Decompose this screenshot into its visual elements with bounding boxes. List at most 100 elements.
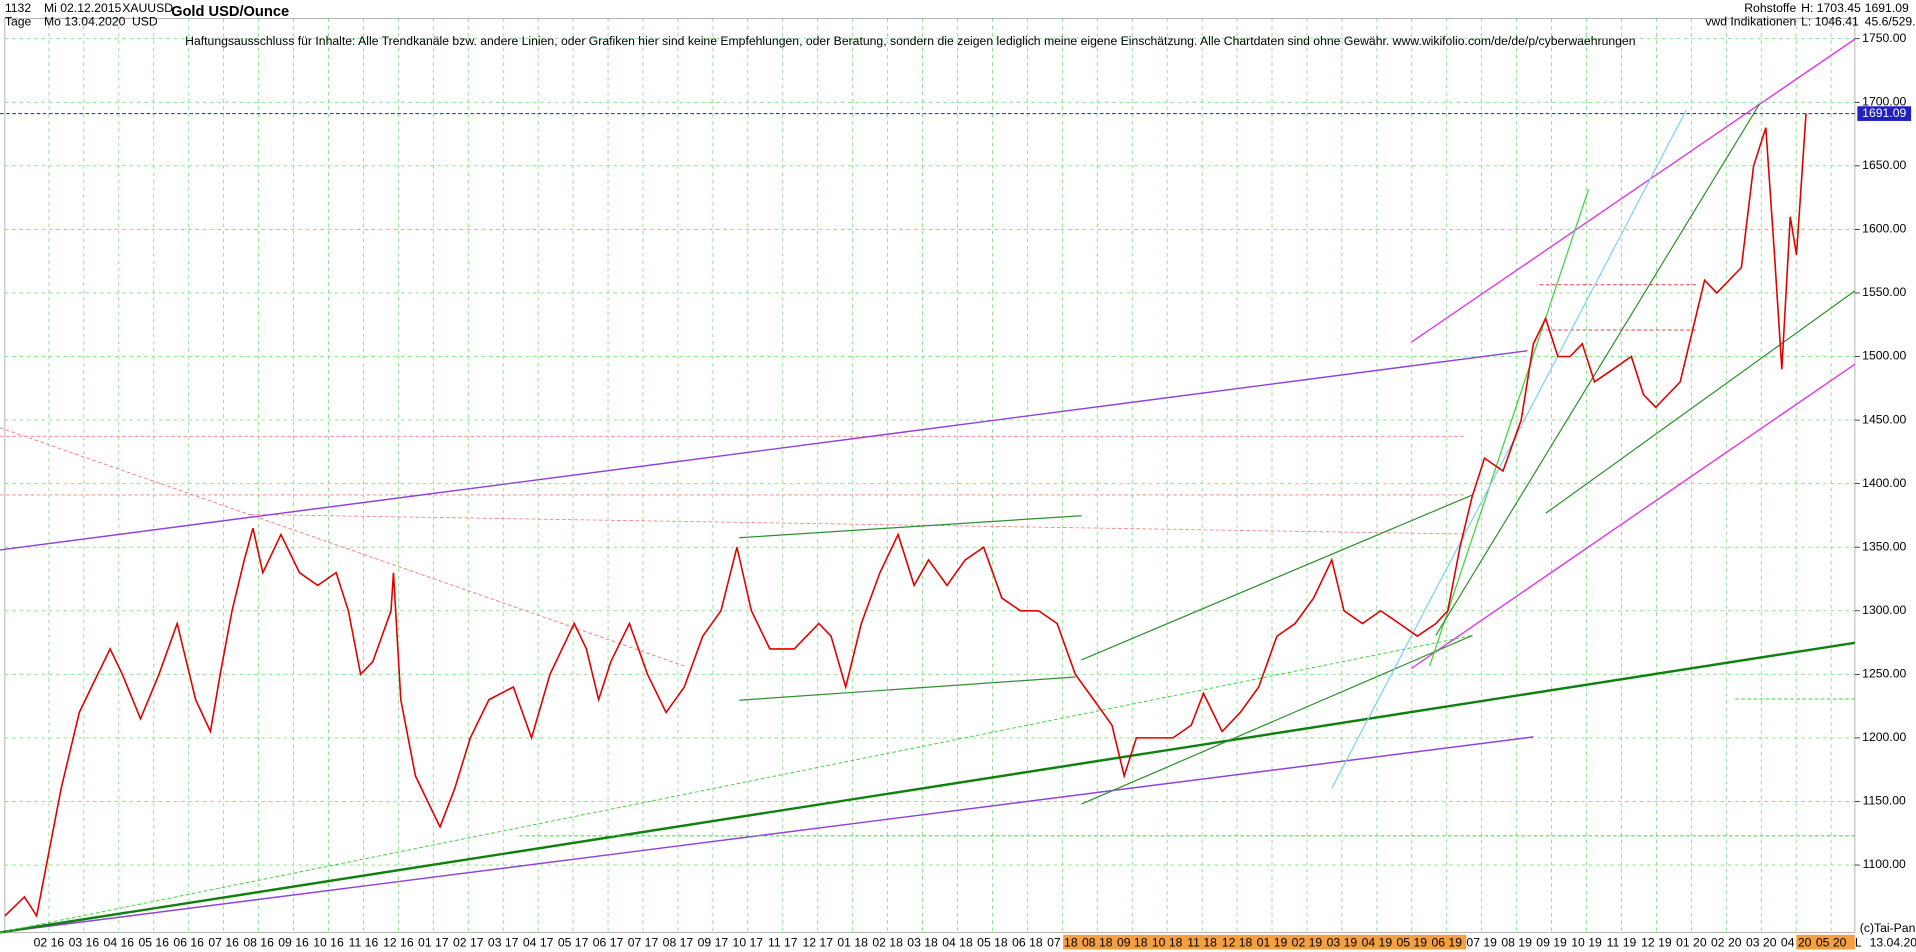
x-tick-label: 07 16 <box>208 936 239 950</box>
x-tick-label: 02 18 <box>872 936 903 950</box>
trendline <box>0 427 685 667</box>
x-tick-label: 05 19 <box>1397 936 1428 950</box>
trendline <box>739 515 1082 539</box>
x-tick-label: 06 17 <box>593 936 624 950</box>
x-tick-label: 05 18 <box>977 936 1008 950</box>
last-price-box <box>1857 106 1912 121</box>
x-tick-label: 12 19 <box>1641 936 1672 950</box>
x-tick-label: 04 16 <box>104 936 135 950</box>
y-tick-label: 1400.00 <box>1862 476 1906 490</box>
end-date: Mo 13.04.2020 <box>44 14 126 28</box>
y-tick-label: 1750.00 <box>1862 31 1906 45</box>
x-tick-label: 09 18 <box>1117 936 1148 950</box>
x-tick-label: 08 17 <box>663 936 694 950</box>
grid: 1100.00 1150.00 1200.00 1250.00 1300.00 1350.… <box>4 18 1906 950</box>
x-tick-label: 12 16 <box>383 936 414 950</box>
x-tick-label: 09 19 <box>1536 936 1567 950</box>
x-tick-label: 10 19 <box>1571 936 1602 950</box>
last-price-label: 1691.09 <box>1862 106 1906 120</box>
x-tick-label: 05 17 <box>558 936 589 950</box>
trendline <box>0 350 1528 551</box>
x-tick-label: 02 20 <box>1711 936 1742 950</box>
last-price: 1691.09 <box>1865 1 1909 15</box>
x-tick-label: 11 16 <box>349 936 379 950</box>
x-tick-label: 09 17 <box>698 936 729 950</box>
x-tick-label: 10 17 <box>733 936 764 950</box>
group: Rohstoffe <box>1744 1 1796 15</box>
y-tick-label: 1300.00 <box>1862 603 1906 617</box>
y-tick-label: 1500.00 <box>1862 349 1906 363</box>
price-layer: 1691.09 <box>0 106 1912 919</box>
x-tick-label: 11 18 <box>1187 936 1217 950</box>
trendline <box>1410 363 1856 670</box>
trendline <box>1081 494 1473 661</box>
x-tick-label: 01 19 <box>1257 936 1288 950</box>
price-line <box>4 113 1807 919</box>
x-tick-label: 12 17 <box>802 936 833 950</box>
header: 1132 Mi 02.12.2015 XAUUSD Tage Mo 13.04.… <box>5 1 1916 950</box>
chart-title: Gold USD/Ounce <box>171 4 289 20</box>
trendline <box>250 514 1467 535</box>
disclaimer: Haftungsausschluss für Inhalte: Alle Tre… <box>185 34 1635 48</box>
y-tick-label: 1550.00 <box>1862 285 1906 299</box>
x-tick-label: 03 17 <box>488 936 519 950</box>
y-tick-label: 1600.00 <box>1862 222 1906 236</box>
period: Tage <box>5 14 32 28</box>
y-tick-label: 1650.00 <box>1862 158 1906 172</box>
x-tick-label: 10 18 <box>1152 936 1183 950</box>
x-tick-label: 02 16 <box>34 936 65 950</box>
x-tick-label: 03 18 <box>907 936 938 950</box>
x-tick-label: 05 16 <box>138 936 169 950</box>
trendline <box>1545 290 1856 514</box>
x-tick-label: 03 16 <box>69 936 100 950</box>
x-tick-label: 04 19 <box>1362 936 1393 950</box>
x-tick-label: 01 18 <box>837 936 868 950</box>
x-tick-label: 06 18 <box>1012 936 1043 950</box>
low: L: 1046.41 <box>1801 14 1859 28</box>
axis-mark: L <box>1855 936 1862 950</box>
x-tick-label: 08 18 <box>1082 936 1113 950</box>
x-tick-label: 04 18 <box>942 936 973 950</box>
x-tick-label: 01 17 <box>418 936 449 950</box>
trendlines <box>0 38 1856 934</box>
start-date: Mi 02.12.2015 <box>44 1 122 15</box>
trendline <box>739 676 1076 701</box>
x-tick-label: 06 19 <box>1431 936 1462 950</box>
axis-highlight <box>1796 934 1855 950</box>
x-tick-label: 03 19 <box>1327 936 1358 950</box>
x-tick-label: 02 17 <box>453 936 484 950</box>
y-tick-label: 1350.00 <box>1862 539 1906 553</box>
symbol: XAUUSD <box>122 1 173 15</box>
y-tick-label: 1100.00 <box>1863 857 1906 871</box>
copyright: (c)Tai-Pan <box>1860 921 1916 935</box>
y-tick-label: 1450.00 <box>1862 412 1906 426</box>
x-tick-label: 07 19 <box>1466 936 1497 950</box>
x-tick-label: 07 17 <box>628 936 659 950</box>
trendline <box>1410 38 1856 343</box>
x-tick-label: 08 16 <box>243 936 274 950</box>
x-tick-label: 12 18 <box>1222 936 1253 950</box>
x-tick-label: 10 16 <box>313 936 344 950</box>
trendline <box>1081 634 1473 805</box>
date: 13.04.20 <box>1870 936 1916 950</box>
trendline <box>0 641 1856 934</box>
y-tick-label: 1150.00 <box>1863 794 1906 808</box>
source: vwd Indikationen <box>1705 14 1796 28</box>
trendline <box>1435 103 1761 636</box>
x-tick-label: 11 17 <box>768 936 798 950</box>
x-tick-label: 11 19 <box>1607 936 1637 950</box>
x-tick-label: 09 16 <box>278 936 309 950</box>
x-tick-label: 04 20 <box>1781 936 1812 950</box>
trendline <box>1331 109 1687 789</box>
y-tick-label: 1200.00 <box>1862 730 1906 744</box>
currency: USD <box>132 14 158 28</box>
x-tick-label: 03 20 <box>1746 936 1777 950</box>
count: 1132 <box>5 1 31 15</box>
x-tick-label: 02 19 <box>1292 936 1323 950</box>
y-tick-label: 1700.00 <box>1862 95 1906 109</box>
y-tick-label: 1250.00 <box>1862 667 1906 681</box>
axis-highlight <box>1063 934 1467 950</box>
x-tick-label: 07 18 <box>1047 936 1078 950</box>
